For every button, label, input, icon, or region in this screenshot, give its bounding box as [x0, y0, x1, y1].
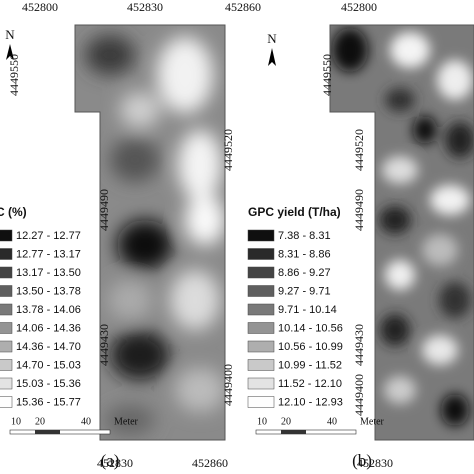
y-coord-label: 4449430 — [97, 324, 111, 366]
legend-swatch — [247, 303, 275, 316]
legend-swatch — [0, 359, 13, 371]
y-coord-label: 4449490 — [352, 189, 366, 231]
scale-bar — [281, 430, 306, 434]
legend-item: 9.71 - 10.14 — [278, 304, 337, 316]
legend-title: PC (%) — [0, 205, 27, 219]
legend-swatch — [247, 322, 275, 334]
legend-item: 9.27 - 9.71 — [278, 285, 331, 297]
scale-tick: 20 — [281, 416, 291, 427]
y-coord-label: 4449550 — [320, 54, 334, 96]
scale-bar — [35, 430, 60, 434]
x-coord-label: 452860 — [192, 456, 228, 470]
legend-swatch — [0, 377, 13, 390]
legend-swatch — [0, 303, 13, 316]
y-coord-label: 4449520 — [221, 129, 235, 171]
legend-swatch — [247, 340, 275, 353]
scale-unit: Meter — [360, 416, 385, 427]
legend-item: 14.36 - 14.70 — [16, 341, 81, 353]
x-coord-label: 452860 — [225, 0, 261, 14]
y-coord-label: 4449520 — [352, 129, 366, 171]
legend-swatch — [0, 229, 13, 242]
y-coord-label: 4449400 — [352, 374, 366, 416]
north-label: N — [5, 27, 15, 42]
x-coord-label: 452800 — [22, 0, 58, 14]
y-coord-label: 4449490 — [97, 189, 111, 231]
legend-swatch — [247, 396, 275, 408]
legend-item: 13.17 - 13.50 — [16, 267, 81, 279]
legend-swatch — [247, 359, 275, 371]
legend-item: 8.31 - 8.86 — [278, 248, 331, 260]
legend-swatch — [0, 248, 13, 260]
legend-swatch — [247, 285, 275, 297]
field-outline — [74, 24, 226, 441]
legend-item: 13.50 - 13.78 — [16, 285, 81, 297]
legend-item: 8.86 - 9.27 — [278, 267, 331, 279]
legend-item: 15.36 - 15.77 — [16, 396, 81, 408]
legend-item: 10.56 - 10.99 — [278, 341, 343, 353]
legend-item: 12.10 - 12.93 — [278, 396, 343, 408]
panel-label: (a) — [101, 451, 120, 470]
panel-label: (b) — [352, 451, 372, 470]
legend-swatch — [247, 266, 275, 279]
legend-item: 14.70 - 15.03 — [16, 359, 81, 371]
legend-swatch — [247, 248, 275, 260]
legend-item: 12.77 - 13.17 — [16, 248, 81, 260]
map-a — [75, 25, 225, 440]
legend-item: 14.06 - 14.36 — [16, 322, 81, 334]
legend-swatch — [247, 229, 275, 242]
x-coord-label: 452800 — [341, 0, 377, 14]
legend-swatch — [0, 322, 13, 334]
y-coord-label: 4449400 — [221, 364, 235, 406]
map-b — [330, 25, 474, 440]
field-outline — [329, 24, 474, 441]
legend-title: GPC yield (T/ha) — [248, 205, 341, 219]
legend-item: 7.38 - 8.31 — [278, 230, 331, 242]
legend-box — [0, 195, 75, 410]
scale-unit: Meter — [114, 416, 139, 427]
x-coord-label: 452830 — [127, 0, 163, 14]
scale-tick: 40 — [327, 416, 337, 427]
scale-tick: 20 — [35, 416, 45, 427]
legend-swatch — [0, 285, 13, 297]
legend-item: 10.14 - 10.56 — [278, 322, 343, 334]
x-coord-label: 452830 — [97, 456, 133, 470]
x-coord-label: 452830 — [357, 456, 393, 470]
legend-item: 12.27 - 12.77 — [16, 230, 81, 242]
north-arrows — [6, 44, 276, 66]
legend-item: 11.52 - 12.10 — [278, 378, 342, 390]
legend-item: 10.99 - 11.52 — [278, 359, 342, 371]
legend-item: 13.78 - 14.06 — [16, 304, 81, 316]
legend-item: 15.03 - 15.36 — [16, 378, 81, 390]
y-coord-label: 4449430 — [352, 324, 366, 366]
scale-tick: 10 — [257, 416, 267, 427]
legend-swatch — [0, 340, 13, 353]
y-coord-label: 4449550 — [7, 54, 21, 96]
north-label: N — [267, 31, 277, 46]
scale-tick: 10 — [11, 416, 21, 427]
legend-swatch — [0, 266, 13, 279]
legend-swatch — [247, 377, 275, 390]
legend-swatch — [0, 396, 13, 408]
scale-tick: 40 — [81, 416, 91, 427]
